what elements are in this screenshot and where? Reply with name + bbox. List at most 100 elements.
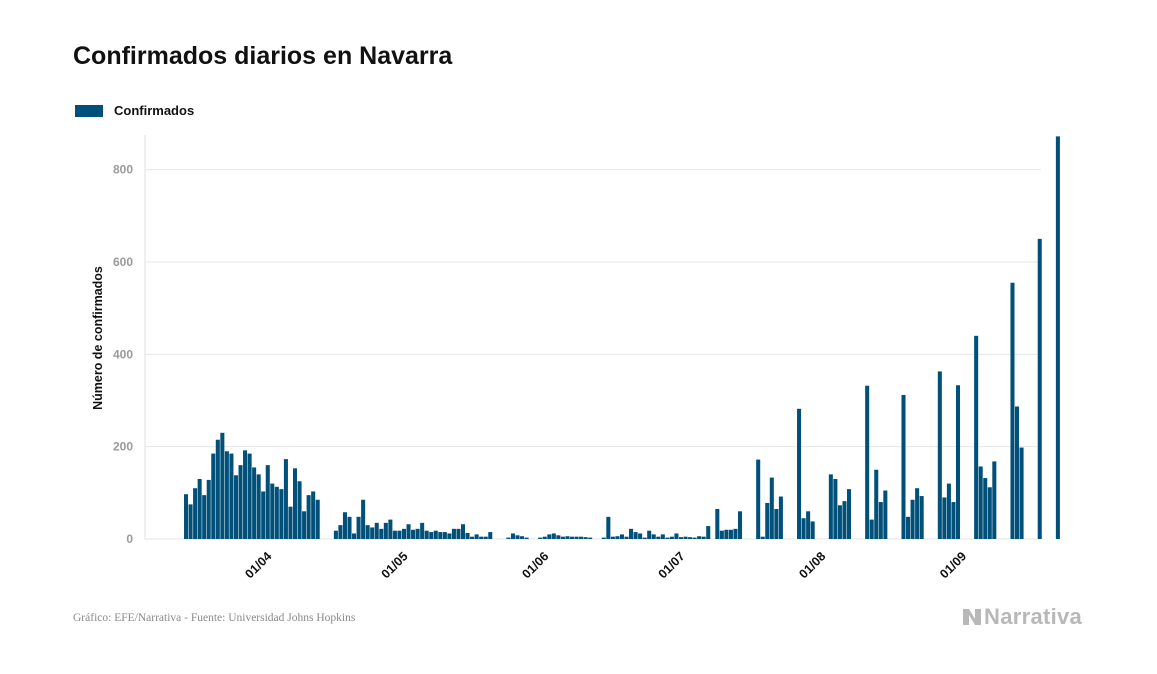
bar xyxy=(869,519,874,539)
x-tick-label: 01/08 xyxy=(796,549,828,581)
bar xyxy=(574,536,579,539)
y-tick-label: 0 xyxy=(126,532,133,546)
bar xyxy=(206,479,211,539)
narrativa-logo: Narrativa xyxy=(962,604,1082,630)
x-tick-label: 01/06 xyxy=(519,549,551,581)
bar xyxy=(778,496,783,539)
bar xyxy=(370,527,375,539)
bar xyxy=(479,536,484,539)
bar xyxy=(724,529,729,539)
bar xyxy=(265,465,270,539)
bar xyxy=(247,453,252,539)
bar xyxy=(642,537,647,539)
y-tick-label: 200 xyxy=(113,440,133,454)
bar xyxy=(660,534,665,539)
bar xyxy=(588,537,593,539)
source-footer: Gráfico: EFE/Narrativa - Fuente: Univers… xyxy=(73,612,356,624)
bar xyxy=(878,502,883,539)
bar xyxy=(651,534,656,539)
bar xyxy=(906,516,911,539)
bar xyxy=(401,528,407,539)
bar xyxy=(279,489,284,539)
bar xyxy=(342,512,347,539)
bar xyxy=(633,532,638,539)
y-tick-label: 800 xyxy=(113,163,133,177)
bar xyxy=(624,536,629,539)
bar xyxy=(738,511,743,539)
bar xyxy=(601,537,606,539)
bar xyxy=(765,502,770,539)
bar xyxy=(220,432,225,539)
bar xyxy=(538,537,543,539)
bar xyxy=(565,536,570,539)
bar xyxy=(647,530,652,539)
bar xyxy=(656,536,661,539)
bar xyxy=(224,451,229,539)
bar xyxy=(615,536,620,539)
bar xyxy=(252,467,257,539)
legend-label: Confirmados xyxy=(114,103,195,118)
bar xyxy=(865,385,870,539)
bar xyxy=(951,502,956,539)
bar xyxy=(1037,238,1042,539)
bar xyxy=(361,499,366,539)
bar xyxy=(1019,447,1024,539)
bar xyxy=(697,536,702,539)
bar xyxy=(392,530,397,539)
bar xyxy=(356,516,361,539)
bar xyxy=(837,505,842,539)
bar xyxy=(215,439,220,539)
x-tick-label: 01/09 xyxy=(937,549,969,581)
bar xyxy=(211,453,216,539)
bar xyxy=(728,529,733,539)
bar xyxy=(243,450,248,539)
bar xyxy=(638,533,643,539)
bar xyxy=(365,525,370,539)
bar xyxy=(701,536,706,539)
bar xyxy=(283,459,288,539)
y-axis-label: Número de confirmados xyxy=(91,266,105,410)
bar xyxy=(411,529,416,539)
bar xyxy=(674,533,679,539)
bar xyxy=(311,491,316,539)
bar xyxy=(297,481,302,539)
bar xyxy=(583,537,588,539)
bar xyxy=(383,522,388,539)
bar xyxy=(429,532,434,539)
bar xyxy=(461,524,466,539)
bar xyxy=(470,536,475,539)
bar xyxy=(556,535,561,539)
bar xyxy=(846,489,852,539)
bar xyxy=(406,524,411,539)
bar xyxy=(1055,136,1060,540)
chart-title: Confirmados diarios en Navarra xyxy=(73,42,453,70)
bar xyxy=(515,535,520,539)
bar xyxy=(442,532,447,539)
bar xyxy=(488,532,493,539)
bar xyxy=(238,465,243,539)
bar xyxy=(760,536,765,539)
logo-text: Narrativa xyxy=(984,604,1083,629)
bar xyxy=(883,490,888,539)
bar xyxy=(915,488,920,539)
bar xyxy=(388,519,393,539)
bar xyxy=(610,536,615,539)
bar xyxy=(202,495,207,539)
bar xyxy=(292,468,298,539)
bar xyxy=(678,537,684,539)
bar xyxy=(433,530,438,539)
bar xyxy=(274,486,279,539)
bar xyxy=(629,528,634,539)
bar xyxy=(233,475,238,539)
bar xyxy=(974,335,979,539)
bar xyxy=(415,528,420,539)
bar xyxy=(551,533,556,539)
bar xyxy=(797,408,802,539)
y-tick-label: 600 xyxy=(113,255,133,269)
bar xyxy=(270,483,275,539)
bar xyxy=(547,534,552,539)
bar xyxy=(688,537,693,539)
bar xyxy=(352,533,357,539)
bar xyxy=(483,536,488,539)
x-tick-label: 01/04 xyxy=(242,549,274,581)
